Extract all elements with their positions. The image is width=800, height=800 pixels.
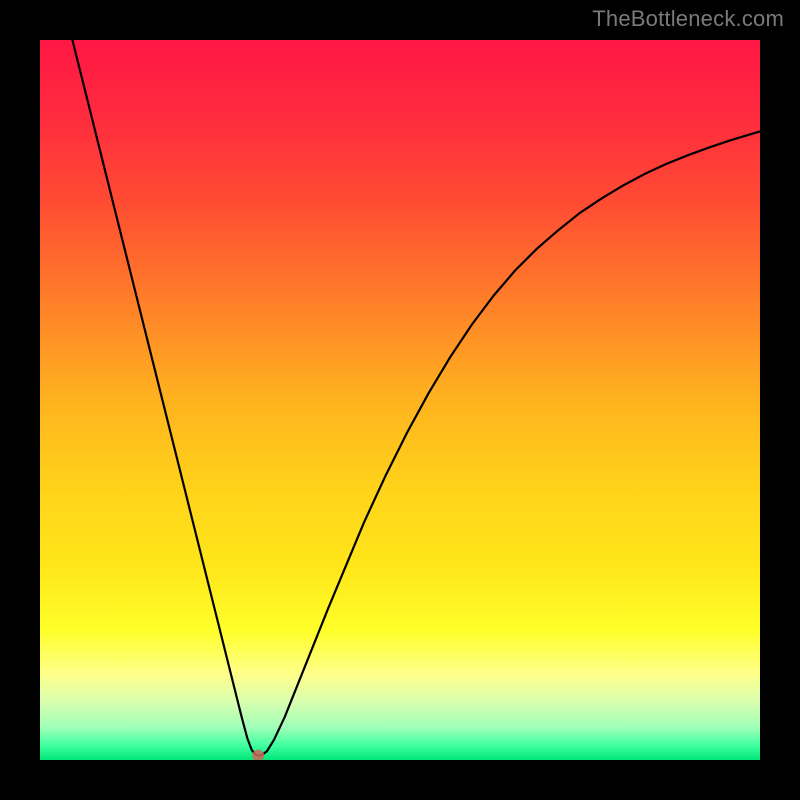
chart-outer-frame — [0, 0, 800, 800]
chart-background — [40, 40, 760, 760]
chart-svg — [40, 40, 760, 760]
watermark-text: TheBottleneck.com — [592, 6, 784, 32]
chart-plot-area — [40, 40, 760, 760]
